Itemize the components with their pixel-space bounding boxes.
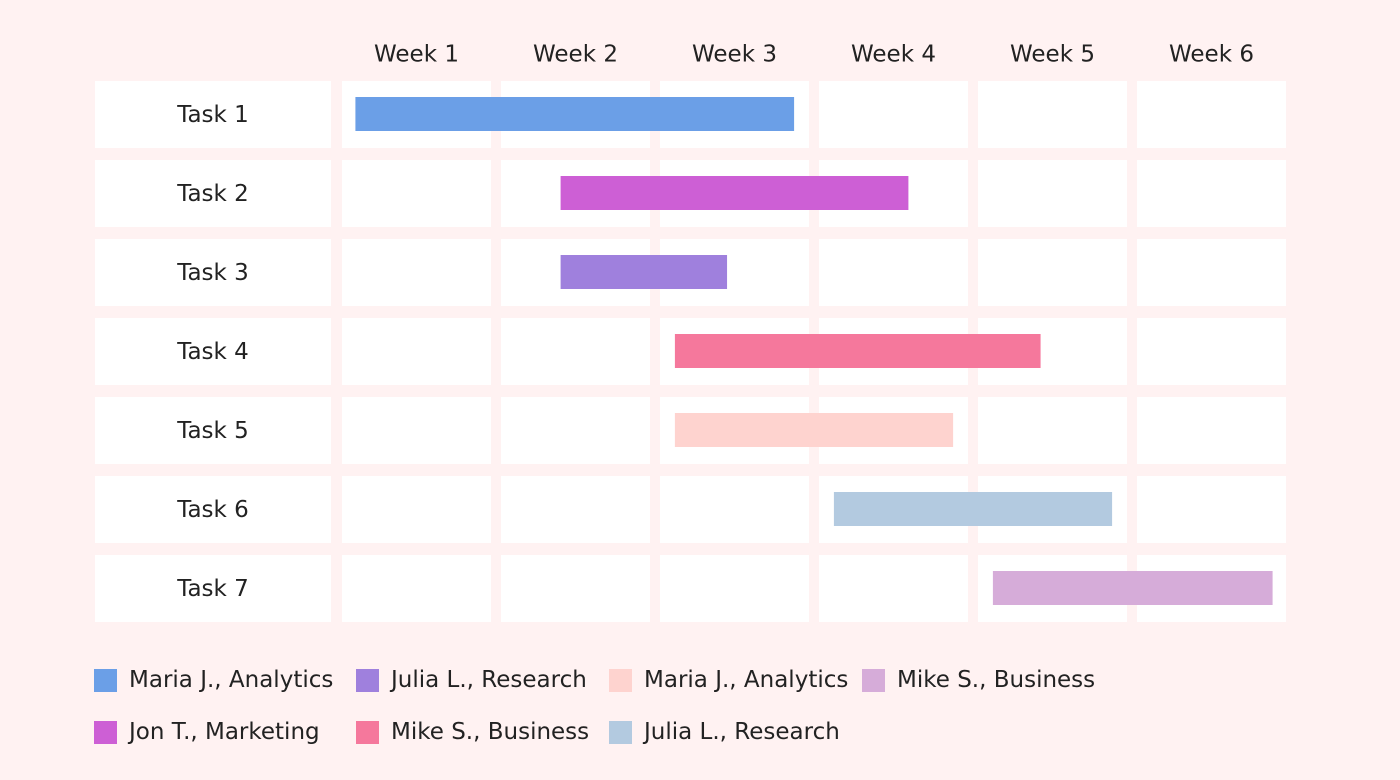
grid-cell [342,397,491,464]
task-label-cell [95,397,331,464]
gantt-chart: Week 1 Week 2 Week 3 Week 4 Week 5 Week 6 Tas… [95,42,1286,622]
legend-label: Maria J., Analytics [129,667,334,693]
grid-cell [819,81,968,148]
grid-cell [978,160,1127,227]
task-label: Task 3 [176,260,249,286]
legend-swatch [356,668,379,692]
grid-cell [501,476,650,543]
task-label: Task 4 [176,339,249,365]
legend-item: Julia L., Research [609,717,840,747]
legend-label: Jon T., Marketing [129,719,320,745]
grid-cell [1137,81,1286,148]
week-header-label: Week 1 [374,42,459,68]
grid-cell [1137,160,1286,227]
task-labels: Task 1 Task 2 Task 3 Task 4 Task 5 Task 6 Task… [176,102,249,602]
grid-cell [1137,397,1286,464]
grid-cell [501,555,650,622]
task-bar[interactable] [833,492,1113,526]
legend-swatch [356,720,379,744]
grid-cell [660,476,809,543]
grid-cell [1137,239,1286,306]
task-label: Task 1 [176,102,249,128]
legend-item: Julia L., Research [356,665,587,695]
grid-cell [342,476,491,543]
legend-swatch [94,668,117,692]
grid-cell [1137,318,1286,385]
task-label-cell [95,476,331,543]
task-bar[interactable] [560,255,728,289]
legend-label: Mike S., Business [391,719,590,745]
task-label: Task 7 [176,576,249,602]
week-header-label: Week 6 [1169,42,1254,68]
grid-cell [660,555,809,622]
week-header-label: Week 4 [851,42,936,68]
legend-item: Mike S., Business [862,665,1095,695]
task-label: Task 2 [176,181,249,207]
grid-cell [342,318,491,385]
grid-cell [978,397,1127,464]
legend-swatch [609,720,632,744]
grid-cell [1137,476,1286,543]
week-header-label: Week 3 [692,42,777,68]
legend-label: Julia L., Research [644,719,840,745]
legend-label: Mike S., Business [897,667,1096,693]
grid-cell [501,397,650,464]
task-bar[interactable] [674,334,1041,368]
legend-item: Maria J., Analytics [609,665,848,695]
task-label-cell [95,81,331,148]
task-label-cell [95,239,331,306]
grid-cell [819,555,968,622]
legend-swatch [94,720,117,744]
legend-item: Mike S., Business [356,717,589,747]
task-label: Task 6 [176,497,249,523]
task-label-cell [95,318,331,385]
grid-cell [342,555,491,622]
legend-item: Jon T., Marketing [94,717,320,747]
grid-cell [342,160,491,227]
grid-cell [501,318,650,385]
legend-swatch [609,668,632,692]
grid-cell [978,81,1127,148]
grid-cell [819,239,968,306]
week-header: Week 1 Week 2 Week 3 Week 4 Week 5 Week 6 [374,42,1254,68]
task-bar[interactable] [560,176,909,210]
grid-cell [342,239,491,306]
legend-swatch [862,668,885,692]
grid-cell [978,239,1127,306]
week-header-label: Week 5 [1010,42,1095,68]
task-bars [355,97,1273,605]
legend-item: Maria J., Analytics [94,665,333,695]
task-label: Task 5 [176,418,249,444]
legend-label: Julia L., Research [391,667,587,693]
task-bar[interactable] [992,571,1273,605]
week-header-label: Week 2 [533,42,618,68]
task-bar[interactable] [355,97,795,131]
legend-label: Maria J., Analytics [644,667,849,693]
task-label-cell [95,160,331,227]
task-bar[interactable] [674,413,954,447]
task-label-cell [95,555,331,622]
